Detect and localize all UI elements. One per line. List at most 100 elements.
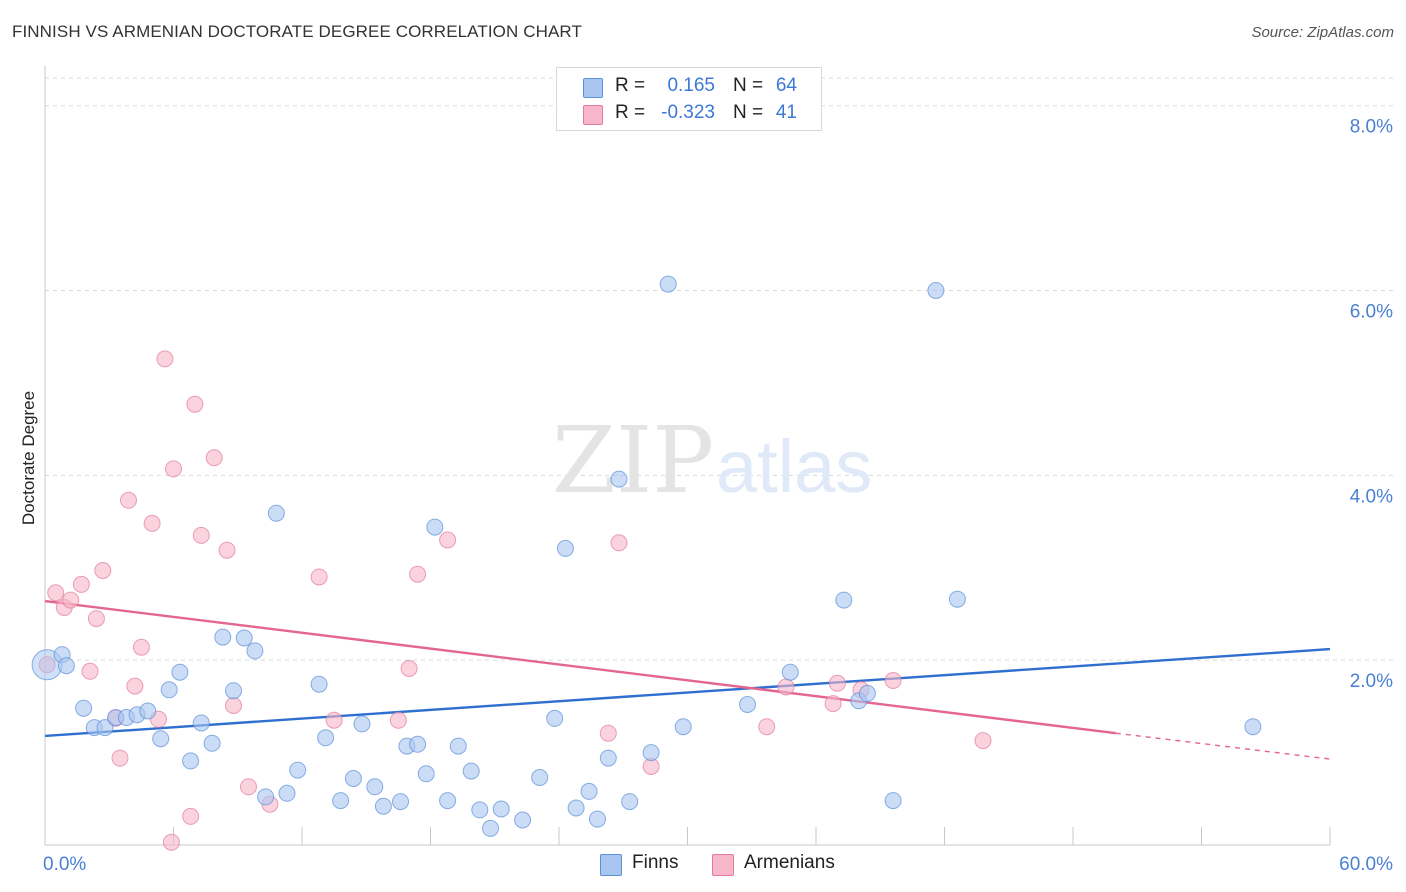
legend-n-label: N =	[733, 102, 764, 123]
finns-point	[344, 770, 362, 787]
bottom-legend-label-finns: Finns	[632, 852, 679, 873]
y-tick-label: 6.0%	[1350, 302, 1393, 323]
gridlines	[45, 77, 1394, 661]
trend-lines	[44, 599, 1331, 760]
finns-point	[310, 675, 328, 693]
x-tick-label: 60.0%	[1339, 854, 1393, 875]
finns-point	[353, 715, 371, 733]
armenians-point	[777, 678, 795, 696]
bottom-legend-label-armenians: Armenians	[744, 852, 835, 873]
source-label: Source: ZipAtlas.com	[1251, 24, 1394, 41]
legend-r-label: R =	[615, 75, 646, 96]
armenians-point	[186, 395, 204, 413]
armenians-point	[225, 697, 242, 714]
armenians-point	[62, 591, 80, 609]
watermark-zip: ZIP	[552, 407, 714, 514]
watermark: ZIP atlas	[552, 407, 872, 514]
armenians-point	[824, 695, 842, 713]
finns-trend-line	[44, 647, 1331, 738]
finns-point	[462, 762, 480, 780]
bottom-legend-swatch-finns	[600, 854, 622, 876]
finns-point	[659, 275, 677, 293]
armenians-point	[156, 350, 174, 368]
finns-point	[417, 765, 435, 783]
watermark-atlas: atlas	[716, 425, 872, 508]
finns-point	[171, 663, 189, 681]
finns-point	[152, 730, 170, 748]
armenians-point	[126, 677, 144, 695]
finns-point	[514, 811, 532, 829]
armenians-point	[111, 749, 129, 767]
finns-point	[182, 752, 200, 770]
finns-point	[246, 642, 264, 660]
legend-n-value: 64	[775, 75, 797, 96]
finns-point	[835, 591, 853, 609]
finns-point	[556, 539, 574, 557]
armenians-point	[192, 526, 210, 544]
armenians-point	[132, 638, 150, 656]
armenians-point	[325, 711, 343, 729]
armenians-point	[47, 584, 65, 602]
legend-row-armenians: R = -0.323 N = 41	[557, 101, 821, 127]
finns-point	[781, 663, 799, 681]
finns-point	[471, 801, 489, 819]
finns-point	[75, 699, 93, 717]
finns-point	[426, 518, 444, 536]
finns-point	[96, 719, 114, 737]
finns-point	[214, 628, 232, 646]
armenians-trend-line	[44, 599, 1116, 735]
finns-point	[531, 769, 549, 786]
armenians-point	[72, 575, 90, 593]
finns-point	[546, 709, 564, 727]
finns-point	[610, 470, 628, 488]
finns-point	[621, 793, 639, 811]
finns-point	[366, 778, 384, 796]
armenians-point	[439, 531, 457, 549]
finns-point	[289, 761, 307, 779]
armenians-point	[974, 732, 992, 750]
armenians-point	[120, 491, 137, 509]
armenians-point	[610, 534, 628, 552]
armenians-point	[389, 711, 407, 729]
armenians-point	[400, 660, 418, 677]
legend-row-finns: R = 0.165 N = 64	[557, 74, 821, 100]
finns-point	[739, 696, 756, 713]
y-tick-label: 4.0%	[1350, 486, 1393, 507]
finns-point	[567, 799, 585, 817]
finns-point	[439, 792, 457, 810]
finns-point	[674, 718, 692, 736]
armenians-point	[218, 541, 236, 559]
finns-point	[267, 504, 285, 522]
finns-point	[203, 734, 221, 752]
data-points	[31, 275, 1262, 851]
finns-point	[57, 657, 75, 675]
y-axis-label: Doctorate Degree	[19, 391, 38, 525]
finns-point	[589, 810, 606, 828]
armenians-point	[828, 674, 846, 692]
armenians-point	[81, 662, 99, 680]
x-tick-label: 0.0%	[43, 854, 86, 875]
bottom-legend-swatch-armenians	[712, 854, 734, 876]
finns-point	[235, 629, 253, 647]
finns-point	[858, 684, 876, 702]
armenians-point	[599, 724, 617, 742]
legend-r-value: 0.165	[667, 75, 715, 96]
armenians-point	[310, 568, 328, 586]
armenians-point	[165, 460, 182, 478]
finns-point	[948, 590, 966, 608]
finns-point	[317, 729, 335, 747]
finns-point	[927, 282, 945, 299]
armenians-point	[758, 718, 776, 736]
armenians-point	[884, 672, 902, 689]
finns-point	[449, 737, 467, 755]
finns-point	[374, 797, 392, 815]
y-tick-label: 2.0%	[1350, 671, 1393, 692]
chart-title: FINNISH VS ARMENIAN DOCTORATE DEGREE COR…	[12, 22, 582, 41]
legend-r-value: -0.323	[661, 102, 715, 123]
finns-point	[492, 800, 510, 818]
legend-n-value: 41	[775, 102, 797, 123]
armenians-point	[182, 807, 200, 825]
correlation-legend: R = 0.165 N = 64 R = -0.323 N = 41	[556, 67, 822, 131]
armenians-point	[94, 562, 112, 579]
